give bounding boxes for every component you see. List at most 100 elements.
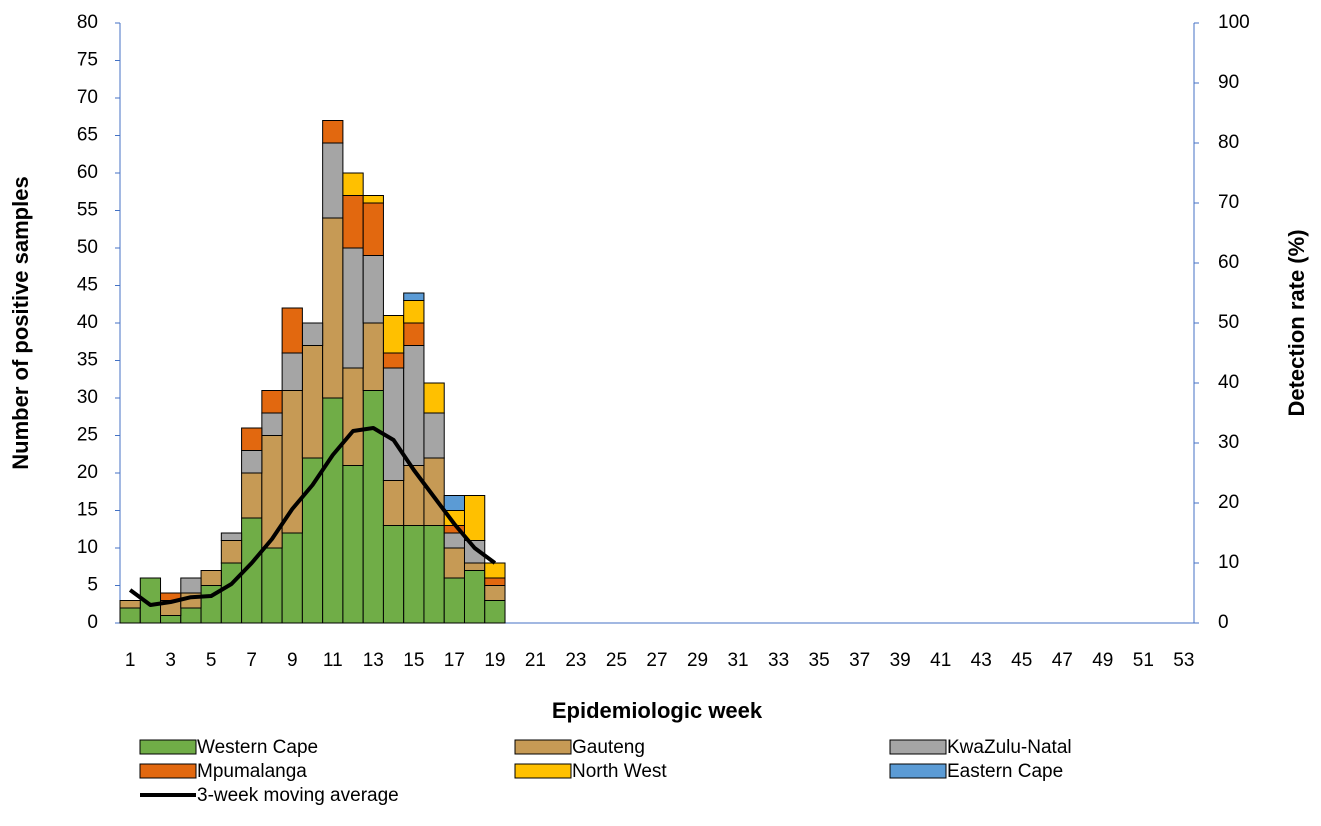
x-tick-label: 1 <box>125 650 136 671</box>
y-axis-title: Number of positive samples <box>8 176 33 469</box>
y-tick-label: 10 <box>77 537 98 558</box>
x-tick-label: 33 <box>768 650 789 671</box>
bar-segment <box>301 345 324 459</box>
y2-tick-label: 100 <box>1218 12 1250 33</box>
y2-tick-label: 20 <box>1218 492 1239 513</box>
bar-segment <box>241 450 263 474</box>
x-tick-label: 9 <box>287 650 298 671</box>
bar-segment <box>403 465 425 526</box>
bar-segment <box>403 300 425 324</box>
bar-segment <box>342 247 364 369</box>
legend-label: Gauteng <box>572 737 645 758</box>
legend-label: KwaZulu-Natal <box>947 737 1072 758</box>
bar-segment <box>362 255 384 324</box>
bar-segment <box>322 120 344 144</box>
x-axis-title: Epidemiologic week <box>552 698 763 723</box>
legend-swatch <box>889 739 947 755</box>
bar-segment <box>241 472 263 519</box>
y2-tick-label: 30 <box>1218 432 1239 453</box>
bar-segment <box>463 570 486 624</box>
legend-label: Eastern Cape <box>947 761 1063 782</box>
legend-swatch <box>139 763 197 779</box>
y-tick-label: 70 <box>77 87 98 108</box>
y-tick-label: 35 <box>77 350 98 371</box>
bar-segment <box>200 570 222 586</box>
x-tick-label: 25 <box>606 650 627 671</box>
bar-segment <box>261 412 283 436</box>
bar-segment <box>261 547 283 624</box>
y2-tick-label: 80 <box>1218 132 1239 153</box>
bar-segment <box>261 390 283 414</box>
bar-segment <box>322 397 344 624</box>
bar-segment <box>382 480 405 526</box>
bar-segment <box>382 315 405 354</box>
x-tick-label: 53 <box>1173 650 1194 671</box>
y-tick-label: 30 <box>77 387 98 408</box>
legend-label: North West <box>572 761 667 782</box>
y2-tick-label: 10 <box>1218 552 1239 573</box>
x-tick-label: 17 <box>444 650 465 671</box>
x-tick-label: 5 <box>206 650 217 671</box>
legend-label: 3-week moving average <box>197 785 399 806</box>
y-tick-label: 25 <box>77 425 98 446</box>
y-tick-label: 45 <box>77 275 98 296</box>
bar-segment <box>220 562 243 624</box>
bar-segment <box>160 615 182 624</box>
x-tick-label: 21 <box>525 650 546 671</box>
bar-segment <box>443 577 465 624</box>
bar-segment <box>463 562 486 571</box>
bar-segment <box>484 585 506 601</box>
bar-segment <box>241 427 263 451</box>
bar-segment <box>342 367 364 466</box>
x-tick-label: 41 <box>930 650 951 671</box>
x-tick-label: 51 <box>1133 650 1154 671</box>
x-tick-label: 27 <box>646 650 667 671</box>
x-tick-label: 19 <box>484 650 505 671</box>
y2-tick-label: 70 <box>1218 192 1239 213</box>
x-tick-label: 39 <box>890 650 911 671</box>
legend-label: Mpumalanga <box>197 761 307 782</box>
x-tick-label: 49 <box>1092 650 1113 671</box>
x-tick-label: 13 <box>363 650 384 671</box>
bar-segment <box>119 607 141 624</box>
bar-segment <box>362 322 384 391</box>
bar-segment <box>180 577 202 594</box>
y-tick-label: 40 <box>77 312 98 333</box>
x-tick-label: 15 <box>403 650 424 671</box>
bar-segment <box>382 367 405 481</box>
y-tick-label: 50 <box>77 237 98 258</box>
bar-segment <box>362 195 384 204</box>
x-tick-label: 31 <box>727 650 748 671</box>
legend-swatch <box>889 763 947 779</box>
bar-segment <box>423 525 445 624</box>
y-tick-label: 60 <box>77 162 98 183</box>
bar-segment <box>281 532 303 624</box>
y2-tick-label: 0 <box>1218 612 1229 633</box>
y-tick-label: 0 <box>87 612 98 633</box>
bar-segment <box>484 577 506 586</box>
y-tick-label: 75 <box>77 50 98 71</box>
bar-segment <box>403 525 425 624</box>
bar-segment <box>423 382 445 414</box>
bar-segment <box>119 600 141 609</box>
bar-segment <box>342 172 364 196</box>
bar-segment <box>382 352 405 369</box>
x-tick-label: 11 <box>323 650 343 671</box>
bar-segment <box>443 495 465 511</box>
x-tick-label: 37 <box>849 650 870 671</box>
y2-tick-label: 40 <box>1218 372 1239 393</box>
y2-tick-label: 90 <box>1218 72 1239 93</box>
x-tick-label: 35 <box>809 650 830 671</box>
bar-segment <box>322 142 344 219</box>
x-tick-label: 29 <box>687 650 708 671</box>
legend-label: Western Cape <box>197 737 318 758</box>
x-tick-label: 3 <box>165 650 176 671</box>
bar-segment <box>342 195 364 249</box>
bar-segment <box>220 532 243 541</box>
y-tick-label: 55 <box>77 200 98 221</box>
bar-segment <box>342 465 364 624</box>
bar-segment <box>403 345 425 466</box>
bar-segment <box>220 540 243 564</box>
line-series <box>128 426 497 607</box>
